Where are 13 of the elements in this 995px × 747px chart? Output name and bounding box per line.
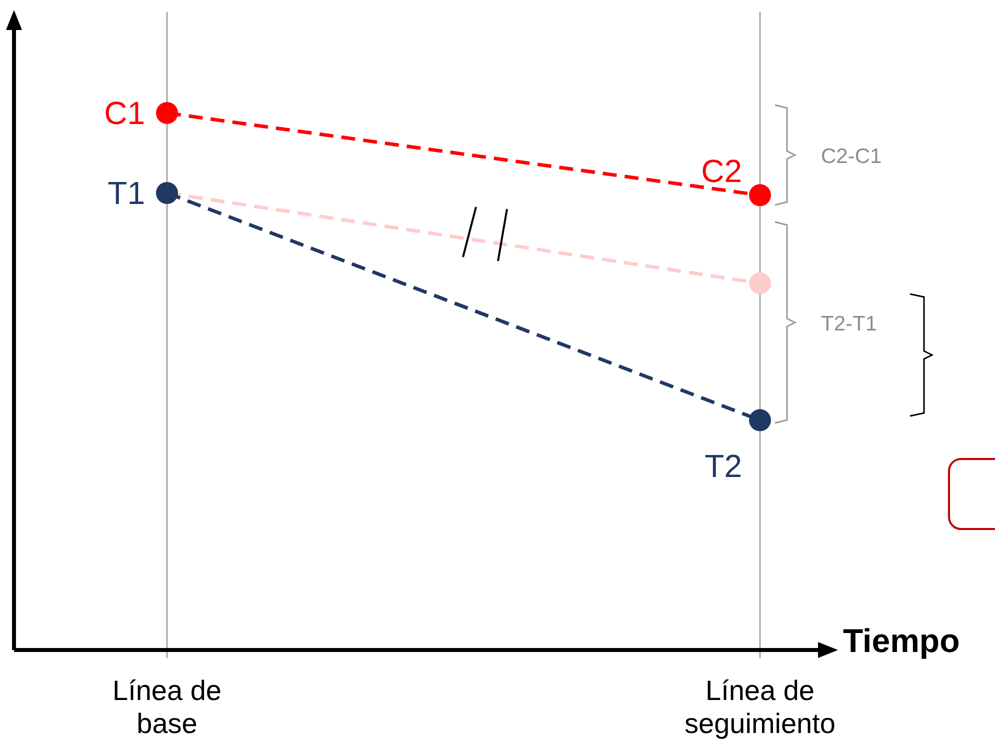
point <box>749 409 771 432</box>
point <box>156 102 178 124</box>
x-tick-label: Línea de seguimiento <box>684 675 836 739</box>
x-tick-label: Línea de base <box>112 675 222 739</box>
x-axis-title: Tiempo <box>843 622 960 659</box>
point <box>749 184 771 206</box>
annotation: T2 <box>704 448 742 484</box>
point <box>749 272 771 294</box>
annotation: C2 <box>701 153 742 190</box>
text: C2-C1 <box>821 145 882 168</box>
annotation: T1 <box>108 175 145 212</box>
text: T2-T1 <box>821 312 878 336</box>
annotation: C1 <box>104 95 145 131</box>
